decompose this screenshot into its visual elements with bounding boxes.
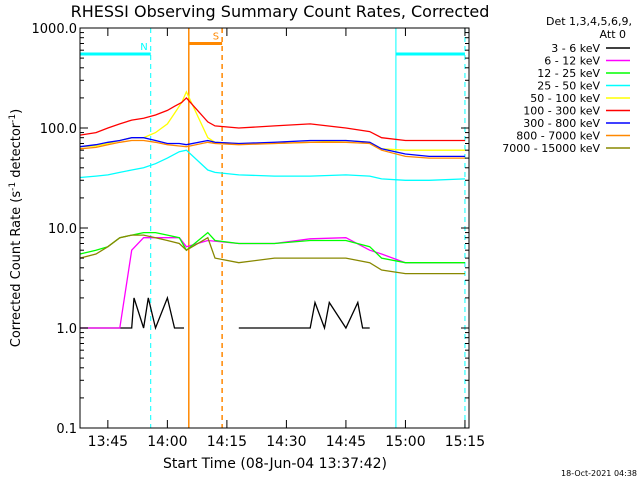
y-label-sup2: -1 <box>8 114 18 123</box>
annotation-label-2: S <box>213 31 219 42</box>
x-axis-ticks: 13:45 14:00 14:15 14:30 14:45 15:00 15:15 <box>88 28 485 450</box>
series-line-4 <box>79 90 465 151</box>
x-tick-label-0: 13:45 <box>88 434 128 450</box>
y-label-sup1: -1 <box>8 182 18 191</box>
series-line-3 <box>79 149 466 181</box>
vertical-markers <box>79 28 466 428</box>
y-label-main: Corrected Count Rate (s <box>9 191 24 348</box>
series-line-6 <box>79 137 465 158</box>
x-tick-label-3: 14:30 <box>266 434 306 450</box>
y-axis-ticks: 0.1 1.0 10.0 100.0 1000.0 <box>32 22 469 437</box>
y-tick-label-4: 1000.0 <box>32 22 78 37</box>
series-line-7 <box>79 139 465 159</box>
x-tick-label-2: 14:15 <box>207 434 247 450</box>
x-axis-label: Start Time (08-Jun-04 13:37:42) <box>163 456 387 472</box>
legend-label-5: 100 - 300 keV <box>523 105 600 118</box>
y-tick-label-2: 10.0 <box>48 222 77 237</box>
legend-label-8: 7000 - 15000 keV <box>502 142 600 155</box>
footer-timestamp: 18-Oct-2021 04:38 <box>561 469 637 478</box>
series-line-1 <box>80 237 465 329</box>
y-tick-label-0: 0.1 <box>56 422 77 437</box>
series-lines <box>79 90 466 331</box>
annotation-label-0: N <box>140 42 147 53</box>
series-line-8 <box>79 234 465 275</box>
y-axis-label: Corrected Count Rate (s-1 detector-1) <box>8 109 24 347</box>
legend-label-1: 6 - 12 keV <box>544 55 600 68</box>
y-label-end: ) <box>9 109 24 114</box>
series-line-0 <box>80 295 370 331</box>
chart-title: RHESSI Observing Summary Count Rates, Co… <box>71 2 490 21</box>
legend-label-7: 800 - 7000 keV <box>516 130 600 143</box>
legend-header-line2: Att 0 <box>600 28 626 41</box>
legend-header-line1: Det 1,3,4,5,6,9, <box>546 15 632 28</box>
legend-label-0: 3 - 6 keV <box>551 42 600 55</box>
x-tick-label-6: 15:15 <box>445 434 485 450</box>
legend-label-3: 25 - 50 keV <box>537 80 600 93</box>
legend-label-6: 300 - 800 keV <box>523 117 600 130</box>
y-tick-label-3: 100.0 <box>40 122 77 137</box>
annotation-bars: NS <box>80 31 465 56</box>
plot-frame <box>79 27 470 429</box>
y-tick-label-1: 1.0 <box>56 322 77 337</box>
legend-label-2: 12 - 25 keV <box>537 67 600 80</box>
x-tick-label-4: 14:45 <box>326 434 366 450</box>
x-tick-label-5: 15:00 <box>385 434 425 450</box>
x-tick-label-1: 14:00 <box>147 434 187 450</box>
legend-label-4: 50 - 100 keV <box>530 92 600 105</box>
series-line-5 <box>79 96 465 142</box>
y-label-mid: detector <box>9 122 24 182</box>
